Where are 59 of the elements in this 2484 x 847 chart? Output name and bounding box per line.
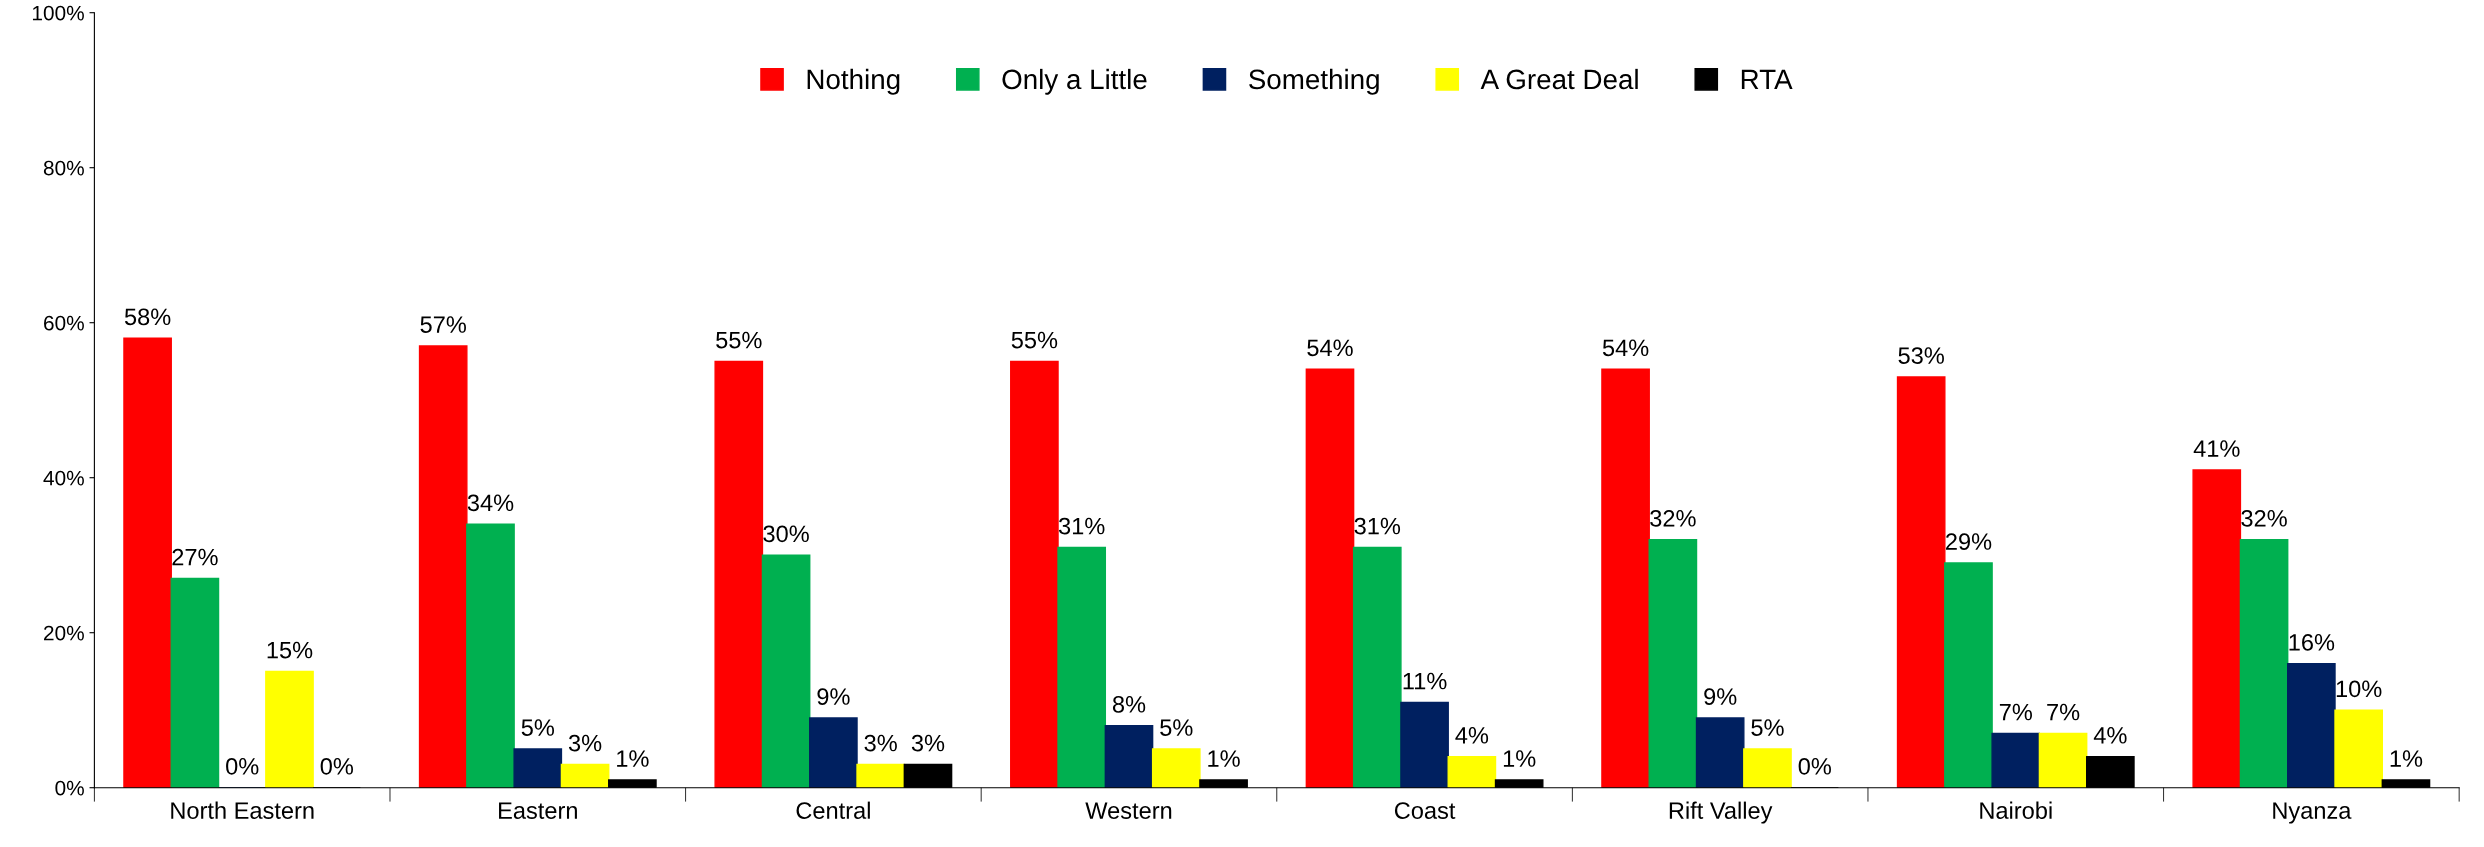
data-label: 0% bbox=[320, 757, 353, 775]
x-tick-label: Nyanza bbox=[2273, 802, 2352, 824]
data-label: 0% bbox=[1798, 757, 1831, 775]
x-tick-label: Coast bbox=[1394, 802, 1456, 819]
data-label: 32% bbox=[1650, 509, 1696, 527]
data-label: 3% bbox=[911, 734, 945, 752]
y-tick-label: 40% bbox=[43, 470, 84, 486]
data-label: 7% bbox=[1999, 703, 2032, 721]
data-label: 8% bbox=[1112, 695, 1146, 713]
data-label: 57% bbox=[420, 316, 466, 333]
legend-label: RTA bbox=[1741, 69, 1793, 89]
data-label: 54% bbox=[1307, 339, 1353, 357]
x-tick-label: Rift Valley bbox=[1669, 801, 1773, 824]
data-label: 3% bbox=[568, 734, 602, 752]
x-tick-label: Western bbox=[1085, 802, 1172, 819]
y-tick-label: 100% bbox=[32, 5, 84, 21]
data-label: 41% bbox=[2193, 440, 2240, 457]
x-tick-label: Central bbox=[796, 801, 870, 819]
legend-label: A Great Deal bbox=[1480, 68, 1638, 90]
data-label: 10% bbox=[2336, 680, 2382, 698]
data-label: 4% bbox=[2093, 727, 2127, 744]
x-tick-label: Eastern bbox=[499, 802, 577, 819]
data-label: 5% bbox=[1751, 719, 1784, 736]
y-tick-label: 60% bbox=[44, 315, 84, 331]
x-tick-label: North Eastern bbox=[171, 801, 314, 819]
data-label: 29% bbox=[1946, 533, 1992, 550]
data-label: 5% bbox=[521, 719, 555, 736]
data-label: 55% bbox=[1011, 331, 1058, 349]
data-label: 31% bbox=[1058, 517, 1105, 535]
data-label: 31% bbox=[1354, 517, 1401, 535]
data-label: 53% bbox=[1898, 347, 1944, 364]
data-label: 1% bbox=[1208, 750, 1240, 767]
data-label: 58% bbox=[124, 308, 171, 326]
data-label: 34% bbox=[467, 494, 514, 512]
data-label: 5% bbox=[1160, 719, 1193, 736]
data-label: 30% bbox=[763, 525, 809, 543]
x-tick-label: Nairobi bbox=[1980, 801, 2052, 819]
y-tick-label: 80% bbox=[43, 160, 84, 176]
y-tick-label: 0% bbox=[55, 780, 84, 796]
legend-label: Something bbox=[1249, 68, 1379, 95]
legend-label: Only a Little bbox=[1002, 68, 1147, 95]
data-label: 15% bbox=[267, 641, 313, 659]
data-label: 16% bbox=[2289, 633, 2335, 651]
data-label: 4% bbox=[1455, 727, 1489, 744]
data-label: 0% bbox=[226, 757, 259, 775]
data-label: 9% bbox=[1704, 688, 1737, 705]
data-label: 9% bbox=[817, 688, 850, 705]
data-label: 11% bbox=[1403, 672, 1447, 690]
data-label: 55% bbox=[716, 331, 762, 349]
data-label: 7% bbox=[2047, 703, 2080, 721]
y-tick-label: 20% bbox=[44, 625, 84, 641]
data-label: 1% bbox=[1503, 750, 1536, 767]
data-label: 1% bbox=[617, 750, 649, 767]
data-label: 27% bbox=[172, 548, 218, 566]
data-label: 1% bbox=[2390, 750, 2423, 767]
legend-label: Nothing bbox=[807, 68, 900, 95]
data-label: 54% bbox=[1602, 339, 1649, 357]
data-label: 3% bbox=[864, 734, 897, 752]
data-label: 32% bbox=[2241, 509, 2287, 527]
